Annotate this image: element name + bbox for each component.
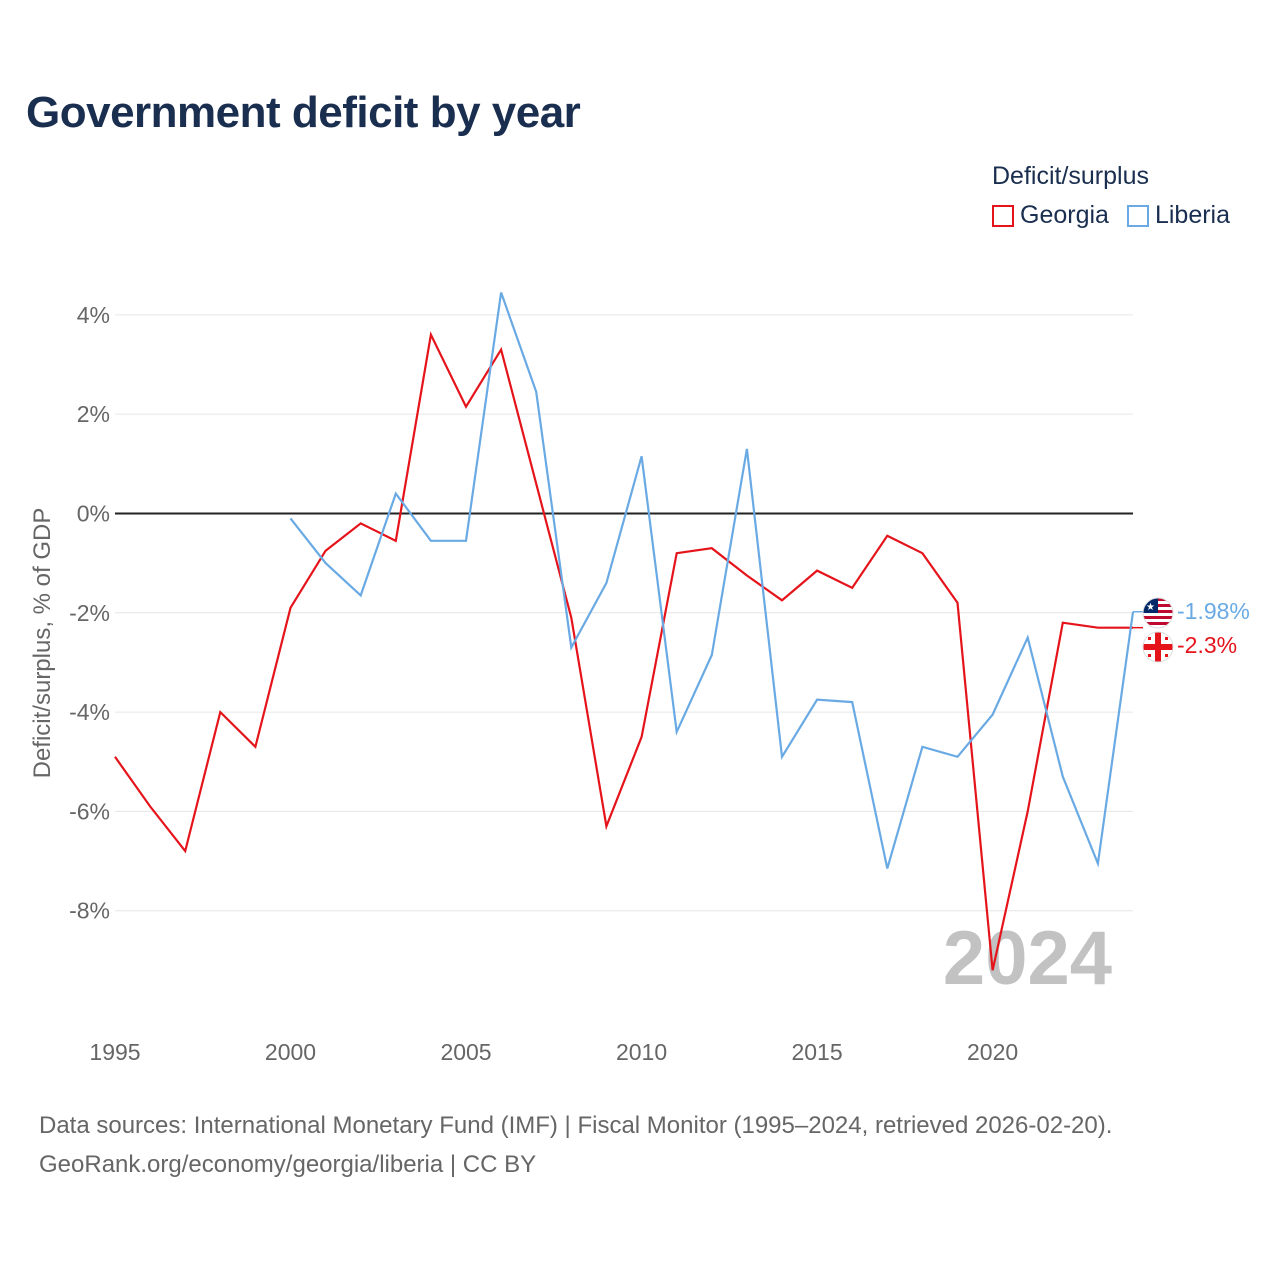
x-tick-label: 1995 — [89, 1039, 140, 1065]
end-label-liberia: -1.98% — [1177, 598, 1250, 624]
x-tick-label: 2020 — [967, 1039, 1018, 1065]
y-tick-label: 0% — [77, 500, 110, 526]
legend-item-liberia[interactable]: Liberia — [1126, 201, 1231, 230]
footer-credit[interactable]: GeoRank.org/economy/georgia/liberia | CC… — [39, 1151, 537, 1178]
chart-title: Government deficit by year — [26, 88, 581, 137]
legend-title: Deficit/surplus — [992, 162, 1149, 190]
footer: Data sources: International Monetary Fun… — [39, 1106, 1112, 1184]
y-tick-label: 4% — [77, 302, 110, 328]
y-tick-label: -8% — [69, 898, 110, 924]
year-watermark: 2024 — [943, 916, 1112, 1001]
x-tick-label: 2005 — [440, 1039, 491, 1065]
x-tick-label: 2015 — [791, 1039, 842, 1065]
legend: Deficit/surplus Georgia Liberia — [992, 162, 1230, 230]
legend-label-liberia: Liberia — [1154, 201, 1231, 229]
y-axis-label: Deficit/surplus, % of GDP — [29, 508, 56, 779]
end-label-georgia: -2.3% — [1177, 632, 1237, 658]
x-tick-label: 2010 — [616, 1039, 667, 1065]
liberia-flag-icon: ★ — [1142, 597, 1174, 629]
legend-swatch-georgia — [992, 204, 1014, 227]
y-tick-label: 2% — [77, 401, 110, 427]
series-line-georgia — [114, 331, 1133, 971]
y-tick-label: -6% — [69, 798, 110, 824]
footer-source: Data sources: International Monetary Fun… — [39, 1112, 1113, 1139]
legend-item-georgia[interactable]: Georgia — [992, 201, 1109, 230]
x-tick-label: 2000 — [265, 1039, 316, 1065]
legend-label-georgia: Georgia — [1020, 201, 1109, 229]
y-tick-label: -2% — [69, 600, 110, 626]
legend-swatch-liberia — [1126, 204, 1149, 227]
series-line-liberia — [289, 292, 1135, 869]
svg-text:★: ★ — [1146, 602, 1155, 613]
georgia-flag-icon — [1142, 631, 1174, 663]
y-tick-label: -4% — [69, 699, 110, 725]
